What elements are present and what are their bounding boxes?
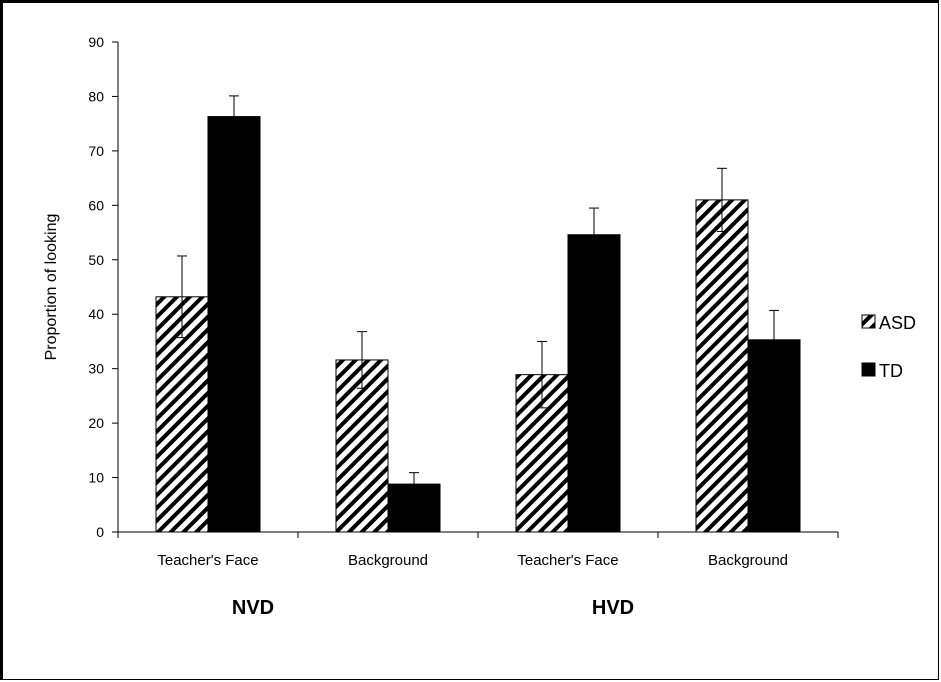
- legend-swatch-td: [861, 362, 876, 377]
- y-tick-label: 40: [88, 306, 104, 322]
- y-tick-label: 20: [88, 415, 104, 431]
- x-category-label: Background: [348, 552, 428, 569]
- legend-label-td: TD: [879, 361, 903, 381]
- y-tick-label: 0: [96, 524, 104, 540]
- x-category-label: Teacher's Face: [157, 552, 258, 569]
- x-category-label: Background: [708, 552, 788, 569]
- bar-td-3: [747, 339, 801, 533]
- group-label: NVD: [232, 597, 274, 619]
- legend-swatch-asd: [861, 314, 876, 329]
- x-category-label: Teacher's Face: [517, 552, 618, 569]
- y-tick-label: 70: [88, 143, 104, 159]
- y-tick-label: 50: [88, 252, 104, 268]
- y-tick-label: 90: [88, 34, 104, 50]
- bar-asd-3: [695, 199, 749, 533]
- y-tick-label: 10: [88, 470, 104, 486]
- y-tick-label: 30: [88, 361, 104, 377]
- y-axis-title: Proportion of looking: [43, 214, 60, 361]
- bar-td-2: [567, 234, 621, 533]
- bar-td-0: [207, 116, 261, 533]
- legend-label-asd: ASD: [879, 313, 916, 333]
- y-tick-label: 60: [88, 197, 104, 213]
- group-label: HVD: [592, 597, 634, 619]
- y-tick-label: 80: [88, 88, 104, 104]
